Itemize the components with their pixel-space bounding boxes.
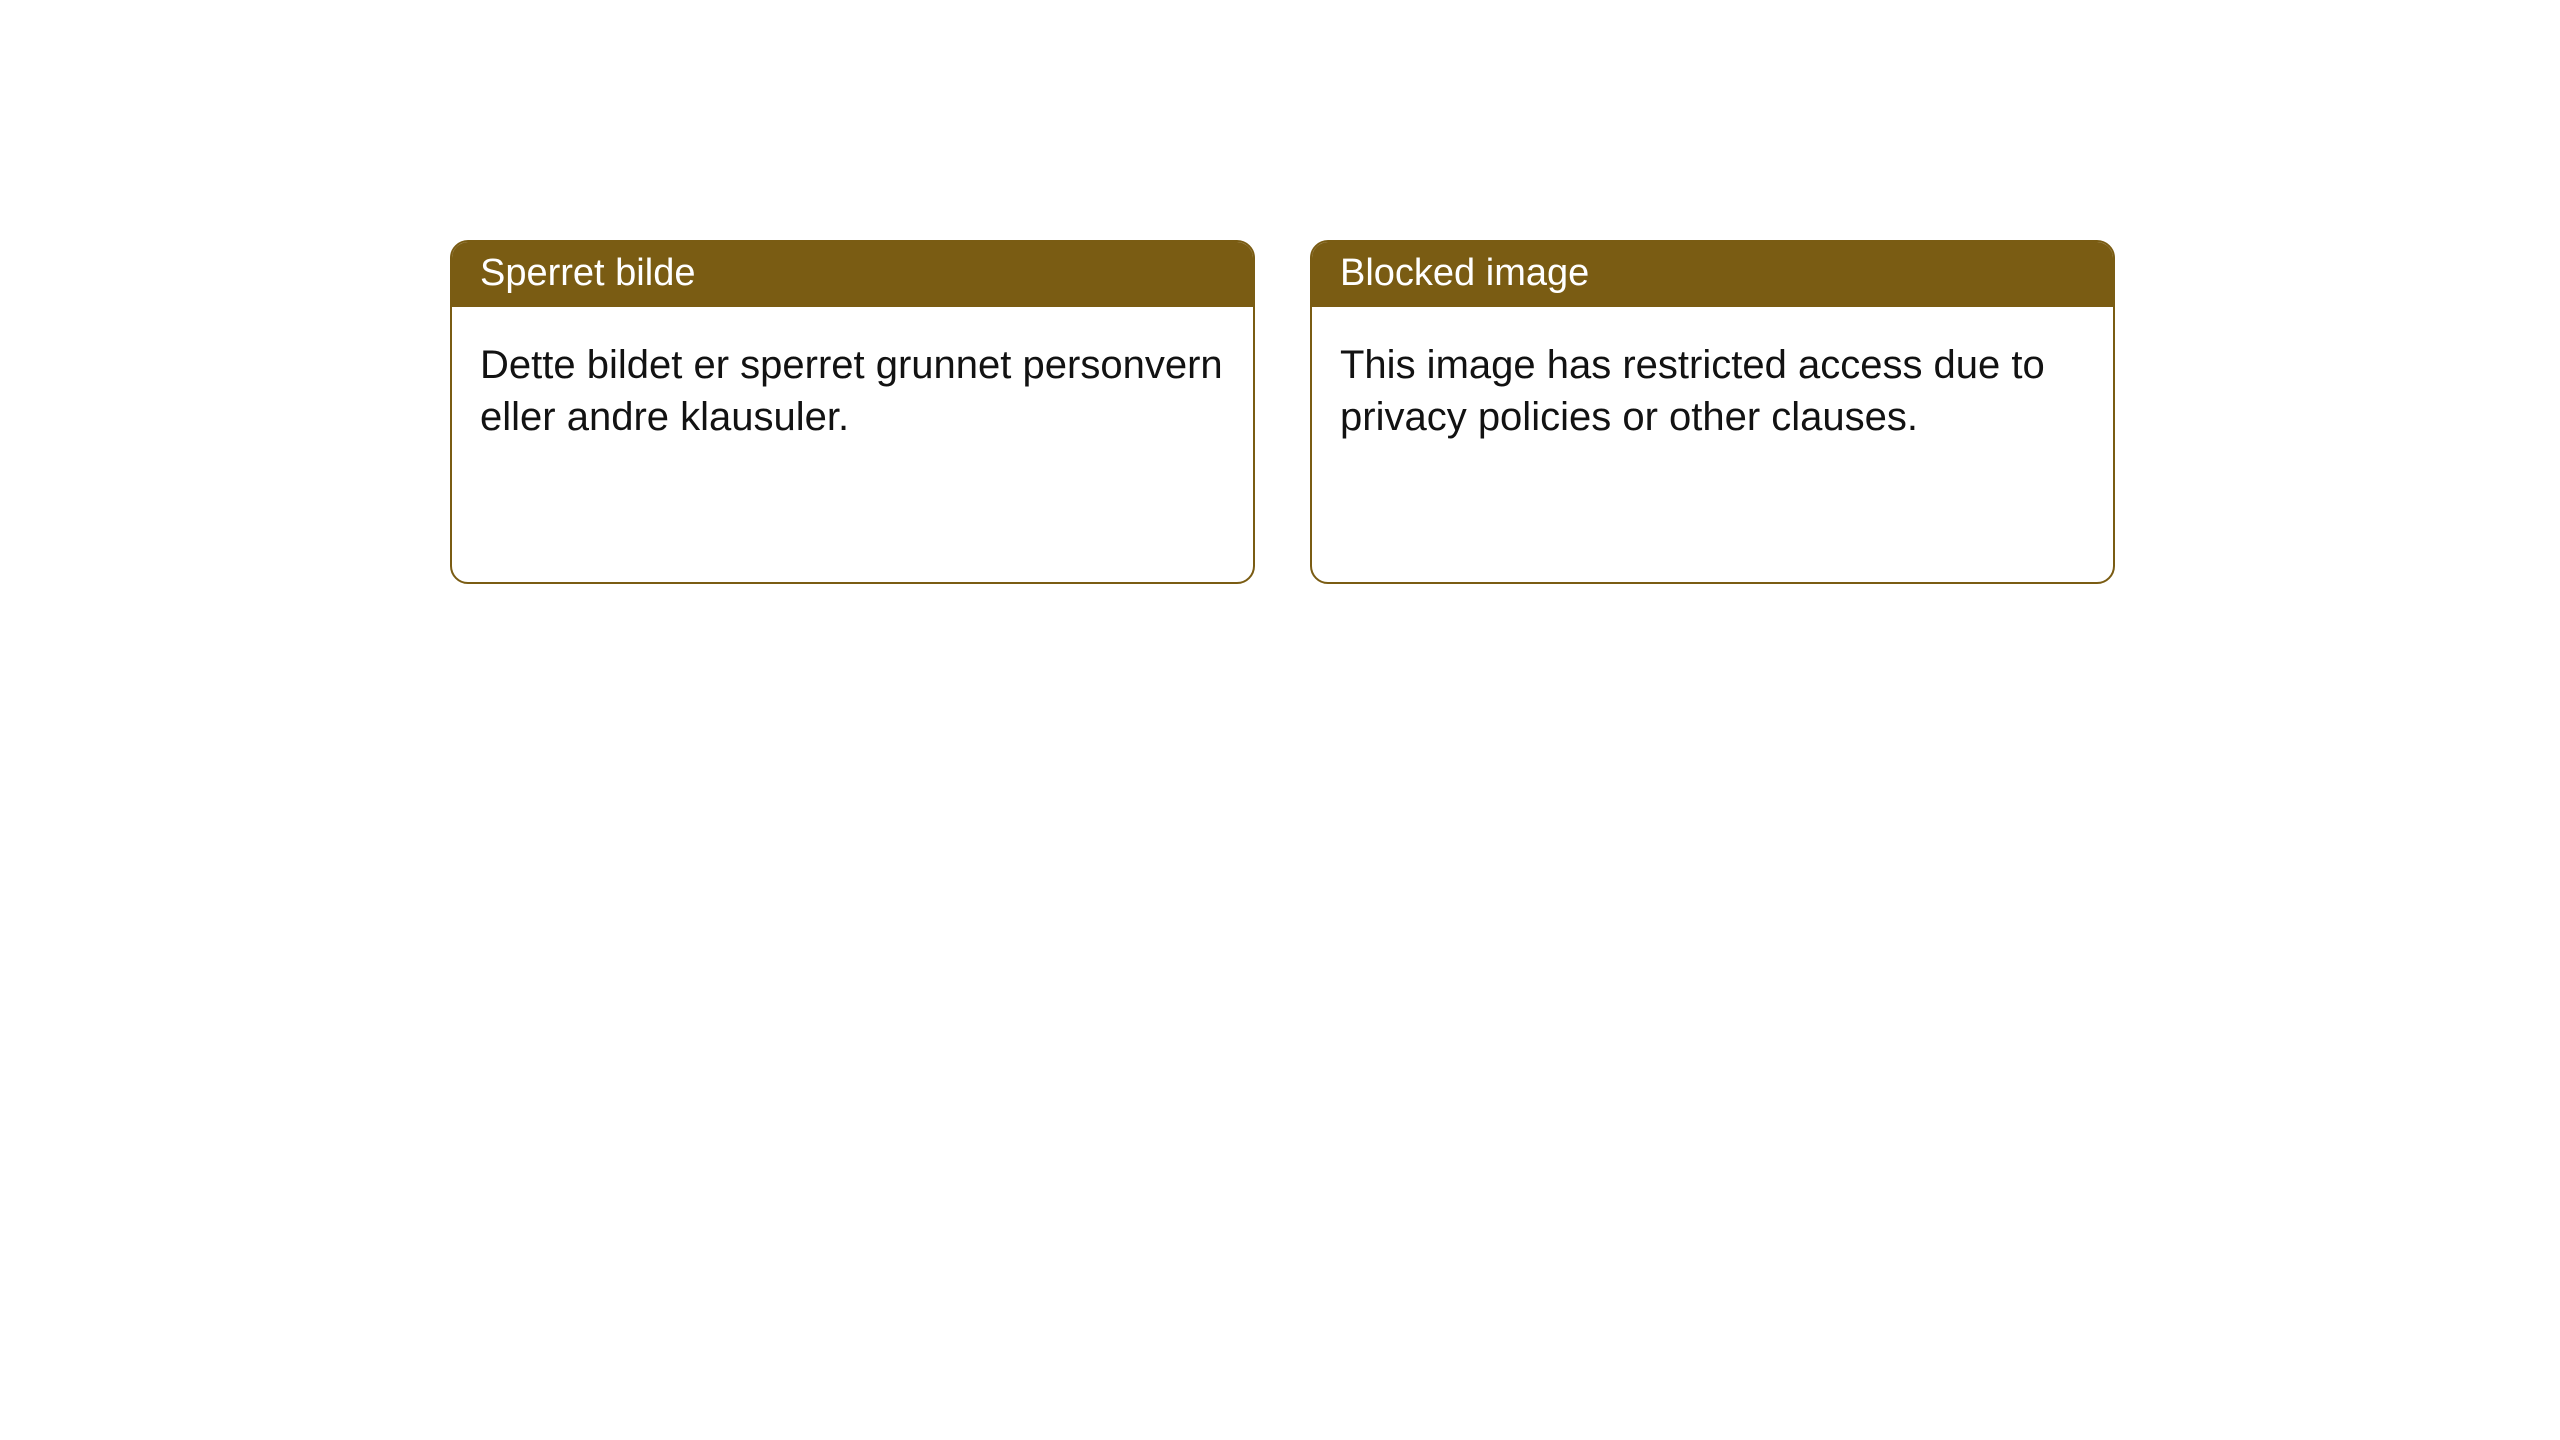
notice-title-en: Blocked image [1340,252,1589,294]
notice-header-en: Blocked image [1312,242,2113,307]
notice-text-en: This image has restricted access due to … [1340,343,2045,439]
notice-text-no: Dette bildet er sperret grunnet personve… [480,343,1223,439]
notice-title-no: Sperret bilde [480,252,695,294]
notice-card-en: Blocked image This image has restricted … [1310,240,2115,584]
notice-header-no: Sperret bilde [452,242,1253,307]
notice-card-no: Sperret bilde Dette bildet er sperret gr… [450,240,1255,584]
notice-container: Sperret bilde Dette bildet er sperret gr… [450,240,2115,584]
notice-body-no: Dette bildet er sperret grunnet personve… [452,307,1253,582]
notice-body-en: This image has restricted access due to … [1312,307,2113,582]
